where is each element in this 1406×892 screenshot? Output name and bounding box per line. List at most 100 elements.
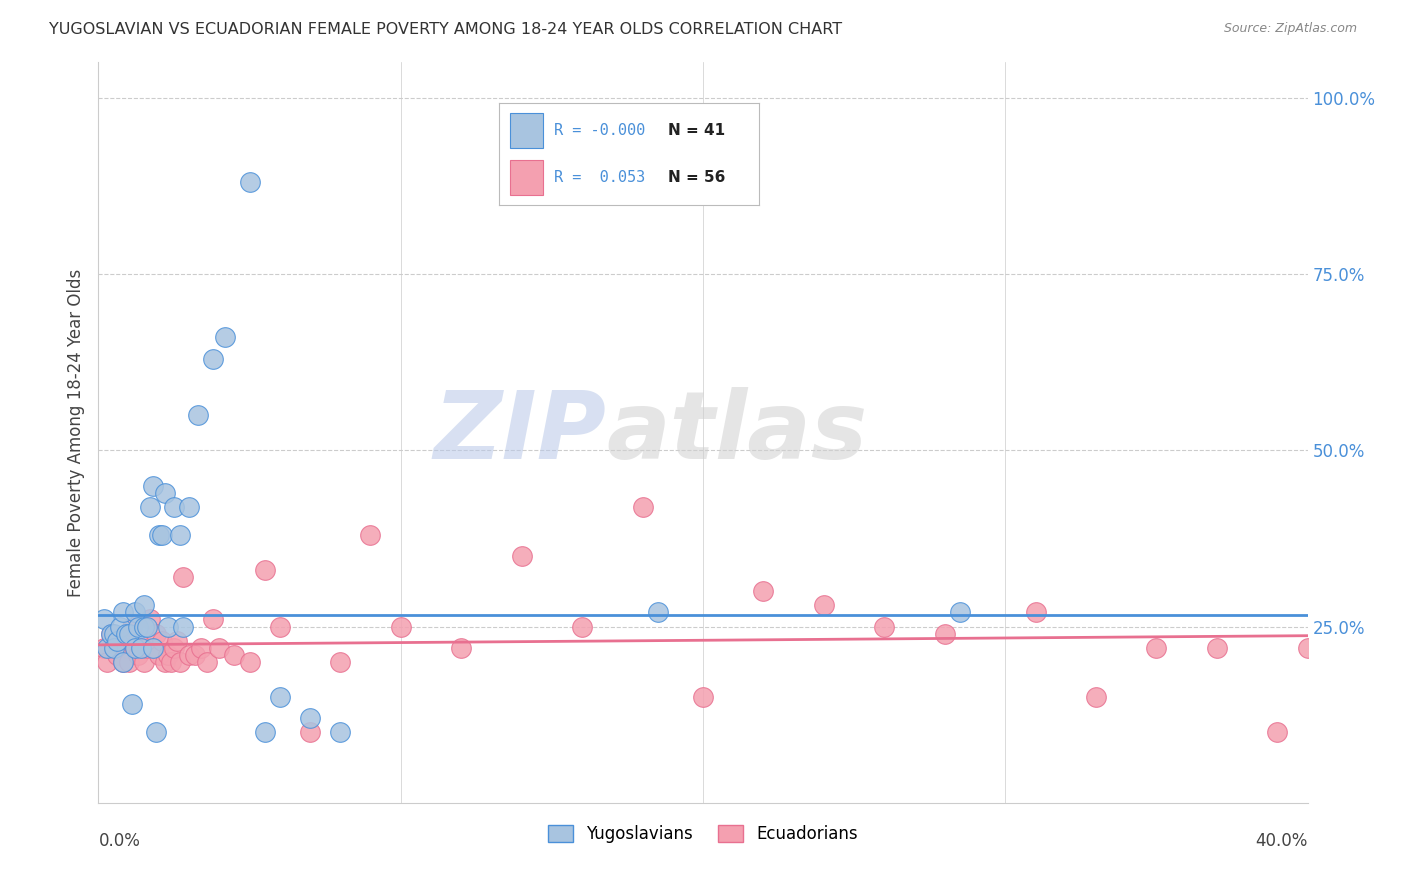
Point: [156, 619, 179, 633]
Point: [1296, 640, 1319, 655]
Point: [450, 640, 472, 655]
Point: [93, 640, 115, 655]
Point: [153, 485, 176, 500]
Text: ZIP: ZIP: [433, 386, 606, 479]
Point: [127, 619, 149, 633]
Point: [1144, 640, 1167, 655]
Point: [239, 655, 262, 669]
Point: [172, 619, 194, 633]
Point: [103, 626, 125, 640]
Point: [114, 640, 136, 655]
Point: [253, 563, 276, 577]
Point: [329, 655, 352, 669]
Text: R =  0.053: R = 0.053: [554, 170, 645, 185]
Point: [118, 626, 141, 640]
Point: [202, 612, 225, 626]
Text: N = 56: N = 56: [668, 170, 725, 185]
Point: [169, 528, 191, 542]
Point: [208, 640, 231, 655]
Point: [135, 619, 157, 633]
Point: [132, 619, 155, 633]
Point: [103, 640, 125, 655]
Point: [124, 606, 146, 620]
Point: [108, 619, 131, 633]
Point: [163, 640, 186, 655]
Point: [105, 633, 128, 648]
Point: [166, 633, 188, 648]
Point: [153, 655, 176, 669]
Point: [187, 408, 209, 422]
Y-axis label: Female Poverty Among 18-24 Year Olds: Female Poverty Among 18-24 Year Olds: [66, 268, 84, 597]
Point: [142, 640, 165, 655]
Point: [108, 633, 131, 648]
Point: [145, 626, 167, 640]
Point: [269, 690, 291, 704]
Bar: [509, 112, 543, 148]
Point: [96, 655, 118, 669]
Point: [145, 725, 167, 739]
Point: [752, 584, 775, 599]
Point: [156, 648, 179, 662]
Point: [163, 500, 186, 514]
Point: [129, 640, 152, 655]
Point: [139, 500, 162, 514]
Point: [571, 619, 593, 633]
Text: N = 41: N = 41: [668, 123, 725, 137]
Point: [1206, 640, 1229, 655]
Point: [253, 725, 276, 739]
Point: [142, 640, 165, 655]
Point: [105, 648, 128, 662]
Point: [96, 640, 118, 655]
Point: [269, 619, 291, 633]
Point: [299, 711, 322, 725]
Point: [121, 619, 143, 633]
Point: [169, 655, 191, 669]
Text: R = -0.000: R = -0.000: [554, 123, 645, 137]
Point: [132, 655, 155, 669]
Point: [132, 599, 155, 613]
Point: [124, 640, 146, 655]
Point: [111, 655, 134, 669]
Point: [127, 648, 149, 662]
Point: [135, 640, 157, 655]
Point: [129, 640, 152, 655]
Bar: [509, 160, 543, 194]
Point: [239, 175, 262, 189]
Point: [93, 612, 115, 626]
Point: [148, 648, 170, 662]
Point: [1267, 725, 1289, 739]
Point: [329, 725, 352, 739]
Point: [224, 648, 246, 662]
Text: 0.0%: 0.0%: [98, 832, 141, 850]
Point: [510, 549, 533, 563]
Legend: Yugoslavians, Ecuadorians: Yugoslavians, Ecuadorians: [541, 819, 865, 850]
Point: [100, 626, 122, 640]
Point: [360, 528, 382, 542]
Point: [139, 612, 162, 626]
Point: [647, 606, 669, 620]
Point: [190, 640, 212, 655]
Point: [103, 640, 125, 655]
Point: [142, 478, 165, 492]
Point: [184, 648, 207, 662]
Point: [299, 725, 322, 739]
Point: [1024, 606, 1046, 620]
Point: [118, 655, 141, 669]
Text: YUGOSLAVIAN VS ECUADORIAN FEMALE POVERTY AMONG 18-24 YEAR OLDS CORRELATION CHART: YUGOSLAVIAN VS ECUADORIAN FEMALE POVERTY…: [49, 22, 842, 37]
Point: [148, 528, 170, 542]
Point: [1085, 690, 1108, 704]
Point: [160, 655, 183, 669]
Point: [179, 500, 201, 514]
Text: atlas: atlas: [606, 386, 868, 479]
Point: [100, 626, 122, 640]
Point: [813, 599, 835, 613]
Point: [195, 655, 218, 669]
Point: [631, 500, 654, 514]
Point: [214, 330, 236, 344]
Point: [179, 648, 201, 662]
Point: [124, 640, 146, 655]
Point: [121, 697, 143, 711]
Point: [934, 626, 956, 640]
Point: [111, 655, 134, 669]
Point: [202, 351, 225, 366]
